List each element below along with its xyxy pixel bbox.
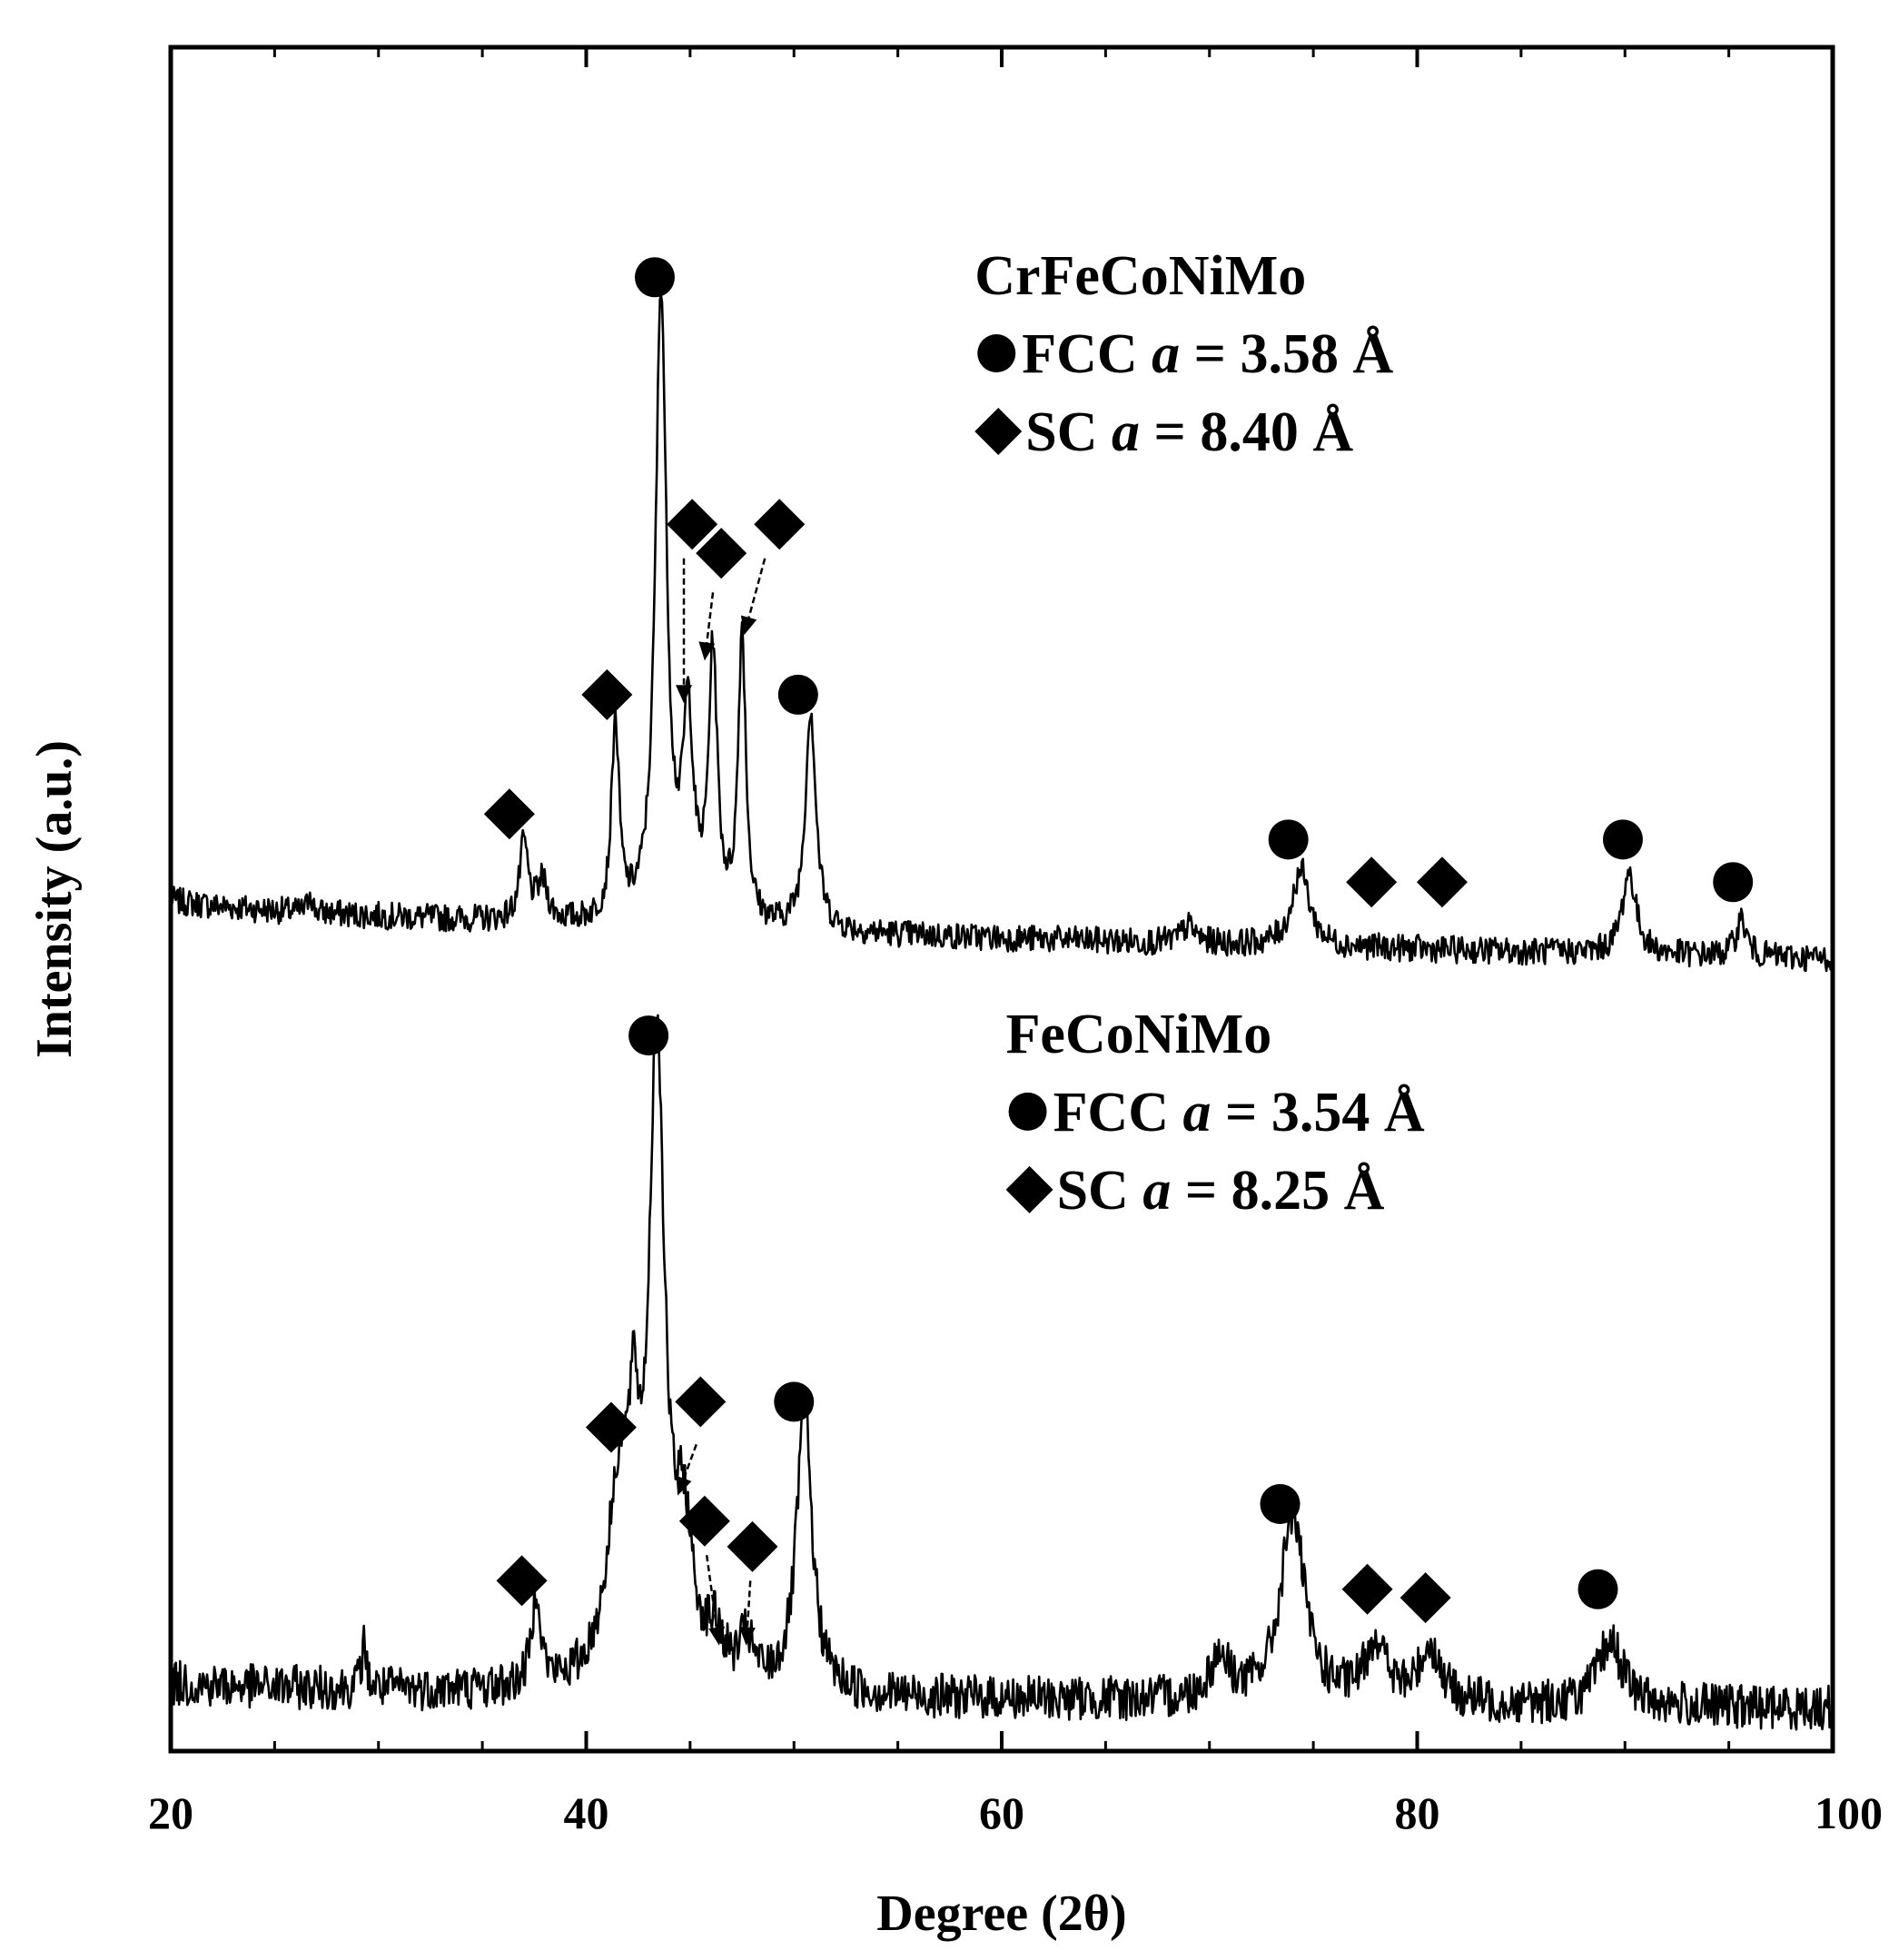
legend-fcc-marker <box>977 334 1016 373</box>
fcc-marker <box>1268 819 1309 860</box>
series-line-feconimo <box>169 1014 1835 1731</box>
peak-arrow-shaft <box>746 1580 752 1628</box>
legend-sc-value: = 8.25 Å <box>1171 1160 1384 1222</box>
legend-sc-value: = 8.40 Å <box>1140 401 1353 463</box>
peak-arrow-shaft <box>706 592 715 643</box>
peak-arrow-head <box>698 641 716 661</box>
x-axis-title: Degree (2θ) <box>876 1886 1126 1942</box>
peak-arrow-shaft <box>682 1443 697 1480</box>
sc-marker <box>696 528 747 579</box>
fcc-marker <box>628 1015 669 1056</box>
sc-marker <box>483 788 535 840</box>
sc-marker <box>1416 856 1468 908</box>
fcc-marker <box>1602 819 1643 860</box>
legend-sc-text: SC a = 8.40 Å <box>1025 401 1353 463</box>
fcc-marker <box>1260 1483 1301 1524</box>
legend-sc-text: SC a = 8.25 Å <box>1057 1160 1385 1222</box>
legend-fcc-value: = 3.58 Å <box>1180 323 1393 385</box>
plot-arrows <box>676 558 766 1646</box>
x-tick-label: 20 <box>148 1787 193 1838</box>
fcc-marker <box>1713 862 1754 903</box>
plot-traces <box>169 293 1835 1731</box>
legend-fcc-prefix: FCC <box>1053 1082 1183 1143</box>
peak-arrow-head <box>740 615 757 636</box>
sc-marker <box>581 668 633 720</box>
fcc-marker <box>777 674 818 715</box>
legend-fcc-var: a <box>1152 323 1180 385</box>
legend-sc-prefix: SC <box>1057 1160 1143 1222</box>
legend-fcc-text: FCC a = 3.58 Å <box>1022 323 1393 385</box>
x-tick-label: 80 <box>1395 1787 1440 1838</box>
legend-fcc-text: FCC a = 3.54 Å <box>1053 1082 1425 1143</box>
sc-marker <box>1346 856 1398 908</box>
peak-arrow-head <box>676 685 693 704</box>
legend-fcc-marker <box>1008 1092 1047 1131</box>
y-axis-title: Intensity (a.u.) <box>26 740 83 1058</box>
peak-arrow-shaft <box>705 1555 718 1628</box>
fcc-marker <box>634 257 675 298</box>
legend-sc-prefix: SC <box>1025 401 1112 463</box>
sc-marker <box>496 1555 548 1607</box>
sc-marker <box>727 1520 778 1572</box>
legend-sample-name: FeCoNiMo <box>1006 1004 1272 1065</box>
peak-arrow-head <box>676 1475 692 1496</box>
sc-marker <box>1341 1563 1393 1615</box>
x-tick-label: 100 <box>1815 1787 1883 1838</box>
legend-sc-var: a <box>1142 1160 1171 1222</box>
legend-sc-var: a <box>1112 401 1140 463</box>
series-line-crfeconimo <box>169 293 1835 973</box>
peak-arrow-shaft <box>747 558 766 619</box>
legend-sample-name: CrFeCoNiMo <box>974 245 1306 307</box>
fcc-marker <box>1577 1569 1618 1609</box>
sc-marker <box>754 499 806 550</box>
sc-marker <box>678 1495 730 1547</box>
legend-sc-marker <box>974 408 1023 456</box>
x-tick-label: 60 <box>979 1787 1024 1838</box>
sc-marker <box>675 1376 727 1428</box>
plot-markers <box>483 257 1754 1624</box>
legend-fcc-value: = 3.54 Å <box>1211 1082 1424 1143</box>
sc-marker <box>585 1401 637 1453</box>
peak-arrow-head <box>738 1627 756 1646</box>
peak-arrow-head <box>708 1626 726 1646</box>
legend-fcc-prefix: FCC <box>1022 323 1152 385</box>
legend-sc-marker <box>1005 1165 1053 1213</box>
sc-marker <box>667 499 718 550</box>
legend-fcc-var: a <box>1182 1082 1211 1143</box>
x-tick-label: 40 <box>564 1787 609 1838</box>
x-ticks: 20 40 60 80 100 <box>148 47 1883 1838</box>
plot-legends: CrFeCoNiMo FCC a = 3.58 Å SC a = 8.40 Å FeC… <box>974 245 1425 1222</box>
sc-marker <box>1399 1572 1451 1624</box>
fcc-marker <box>774 1381 815 1422</box>
